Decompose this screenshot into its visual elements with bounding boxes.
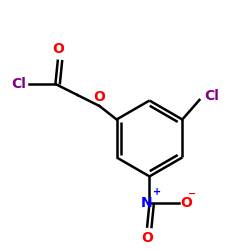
Text: O: O	[141, 232, 153, 245]
Text: N: N	[141, 196, 153, 210]
Text: Cl: Cl	[204, 89, 219, 103]
Text: +: +	[153, 187, 161, 197]
Text: O: O	[52, 42, 64, 56]
Text: O: O	[94, 90, 106, 104]
Text: O: O	[180, 196, 192, 210]
Text: Cl: Cl	[11, 77, 26, 91]
Text: −: −	[188, 188, 196, 198]
